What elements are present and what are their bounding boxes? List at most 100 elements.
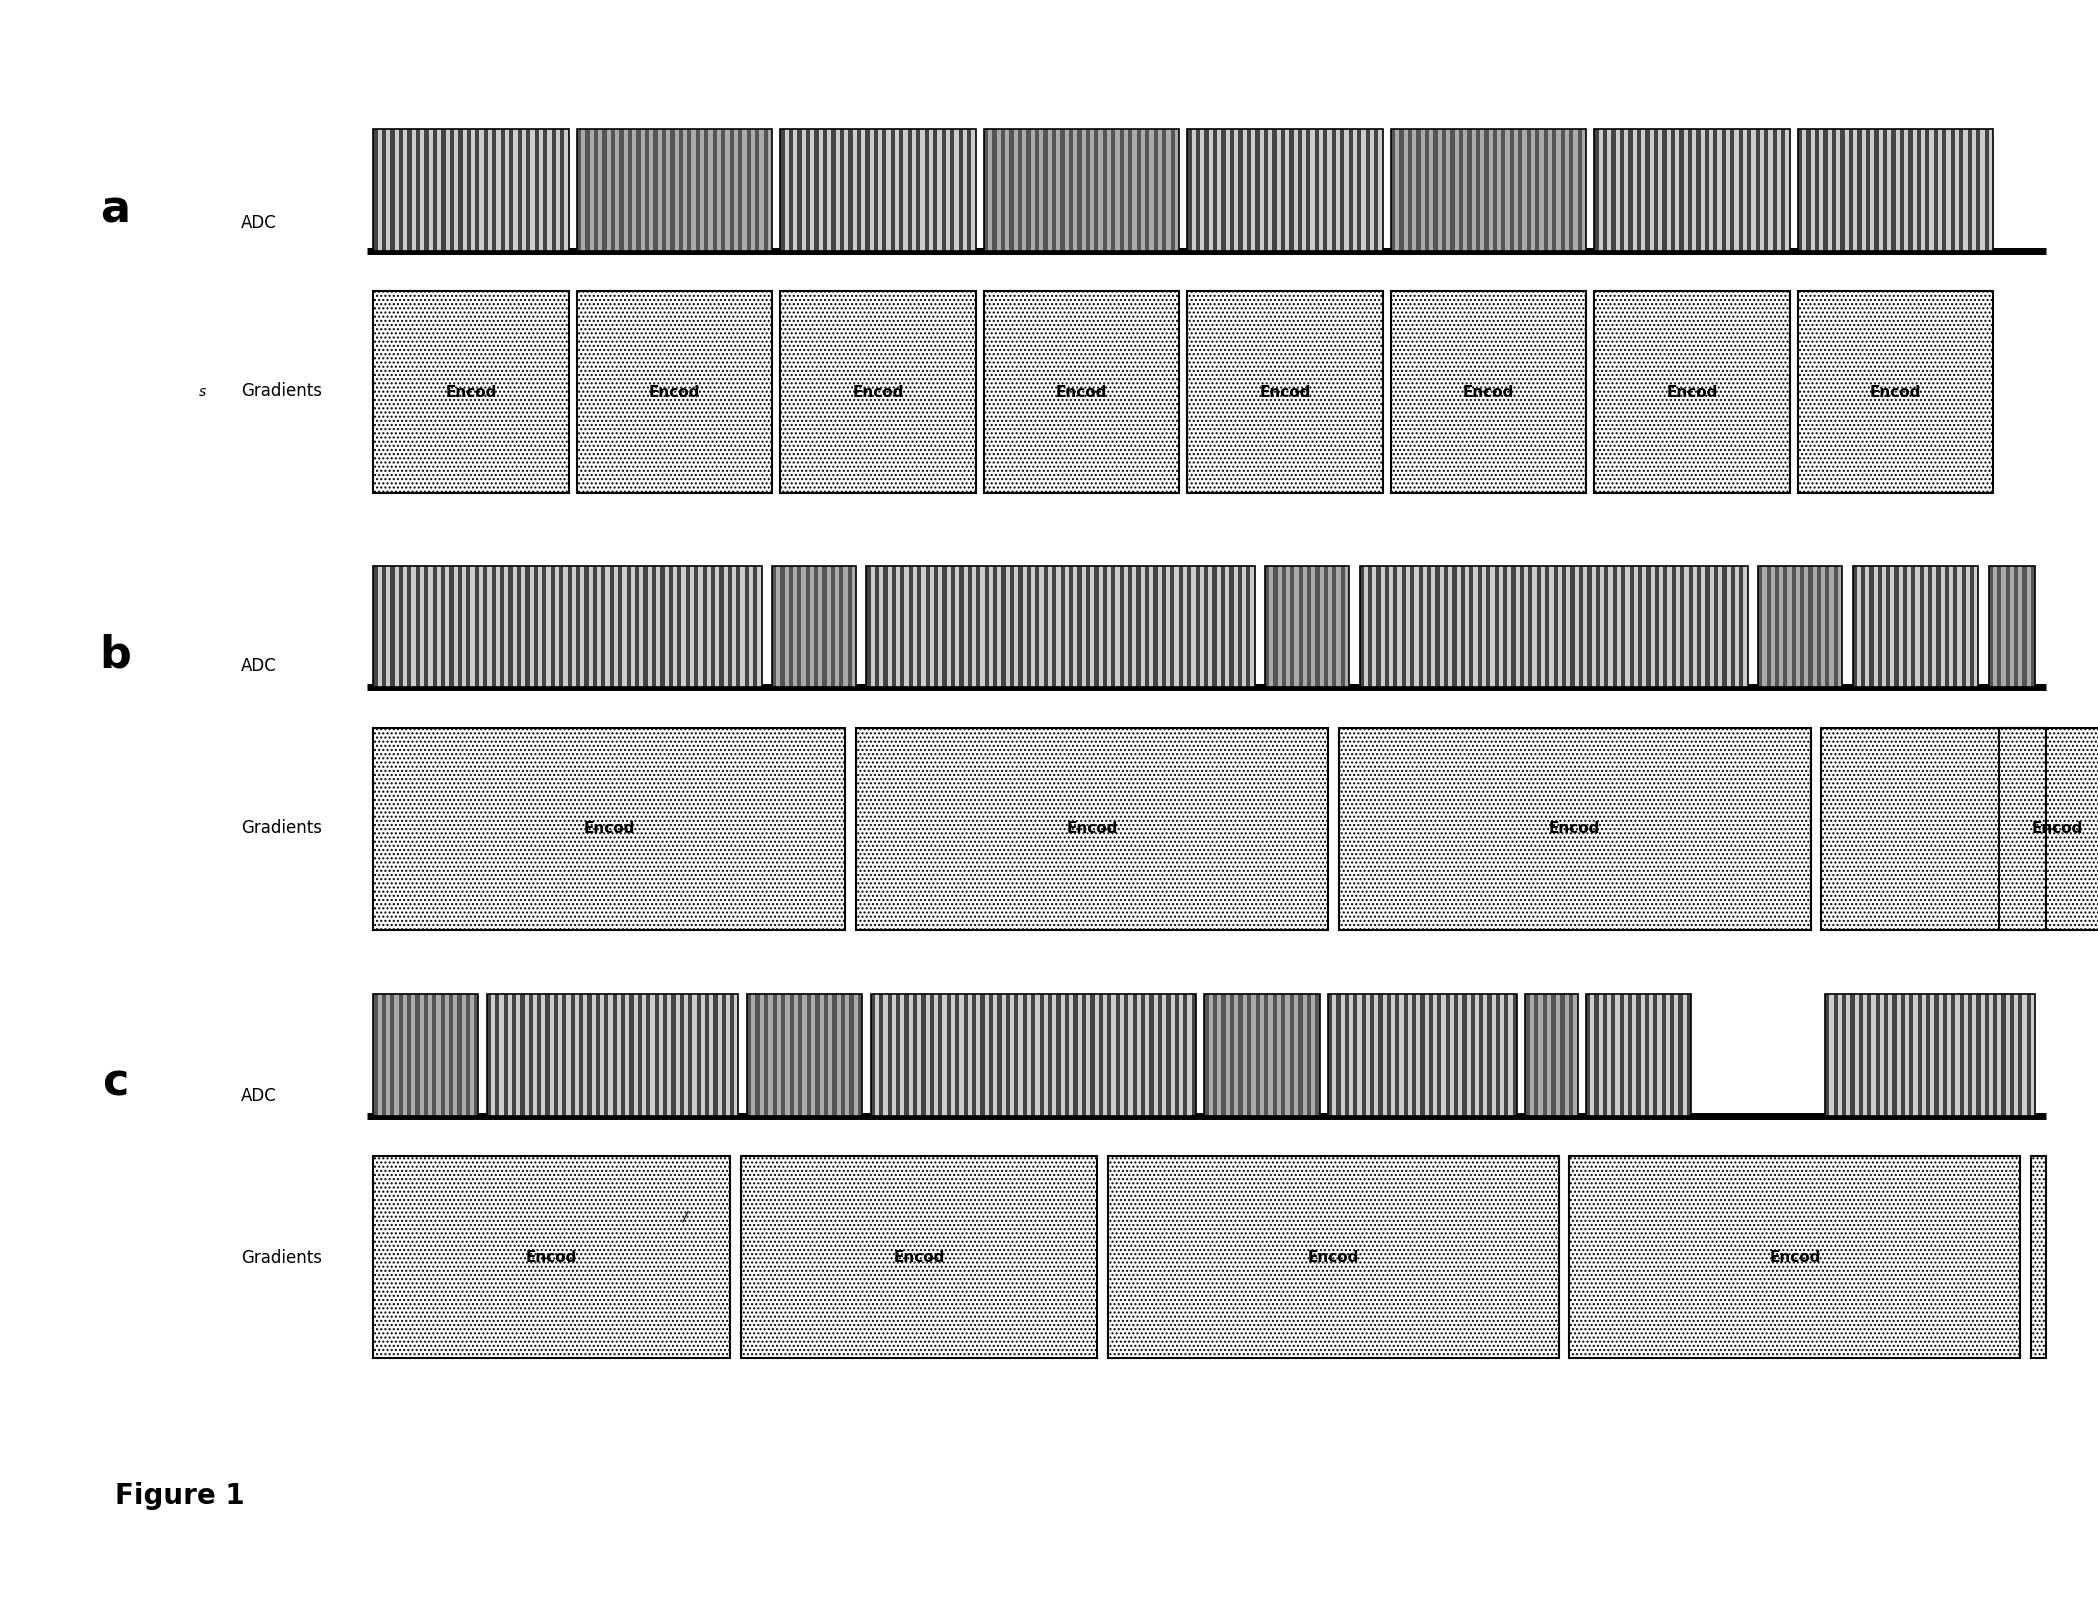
- Bar: [1095, 994, 1099, 1116]
- Bar: [1391, 291, 1586, 493]
- Bar: [728, 566, 732, 687]
- Bar: [1290, 994, 1294, 1116]
- Bar: [1271, 129, 1276, 251]
- Bar: [1985, 129, 1989, 251]
- Bar: [415, 566, 420, 687]
- Bar: [1133, 129, 1137, 251]
- Bar: [1670, 129, 1674, 251]
- Bar: [1561, 129, 1565, 251]
- Bar: [1265, 994, 1269, 1116]
- Bar: [1171, 566, 1175, 687]
- Bar: [445, 994, 449, 1116]
- Bar: [1269, 994, 1273, 1116]
- Bar: [411, 566, 415, 687]
- Bar: [487, 994, 738, 1116]
- Bar: [835, 129, 839, 251]
- Bar: [501, 129, 506, 251]
- Bar: [743, 129, 747, 251]
- Bar: [1989, 566, 2035, 687]
- Bar: [1282, 566, 1286, 687]
- Bar: [904, 129, 908, 251]
- Bar: [1515, 566, 1519, 687]
- Bar: [1104, 994, 1108, 1116]
- Bar: [946, 566, 950, 687]
- Bar: [1886, 129, 1890, 251]
- Bar: [373, 994, 478, 1116]
- Bar: [1242, 566, 1246, 687]
- Bar: [808, 994, 812, 1116]
- Bar: [1649, 994, 1653, 1116]
- Bar: [1141, 129, 1146, 251]
- Bar: [801, 994, 808, 1116]
- Bar: [1802, 129, 1806, 251]
- Bar: [399, 566, 403, 687]
- Bar: [411, 129, 415, 251]
- Bar: [420, 129, 424, 251]
- Bar: [1989, 566, 2035, 687]
- Bar: [1819, 129, 1823, 251]
- Bar: [1974, 566, 1978, 687]
- Bar: [669, 566, 673, 687]
- Bar: [436, 129, 441, 251]
- Bar: [1853, 566, 1857, 687]
- Bar: [1641, 129, 1645, 251]
- Bar: [495, 566, 499, 687]
- Bar: [1525, 994, 1578, 1116]
- Bar: [686, 566, 690, 687]
- Bar: [1091, 566, 1095, 687]
- Bar: [504, 994, 508, 1116]
- Bar: [1620, 994, 1624, 1116]
- Bar: [1823, 129, 1827, 251]
- Bar: [1265, 566, 1349, 687]
- Bar: [1166, 129, 1171, 251]
- Bar: [1834, 566, 1838, 687]
- Bar: [386, 129, 390, 251]
- Bar: [1213, 129, 1217, 251]
- Bar: [631, 566, 636, 687]
- Bar: [1208, 994, 1213, 1116]
- Bar: [1395, 129, 1399, 251]
- Bar: [424, 566, 428, 687]
- Bar: [1391, 129, 1586, 251]
- Bar: [892, 566, 896, 687]
- Bar: [1523, 129, 1527, 251]
- Bar: [1605, 566, 1609, 687]
- Bar: [1357, 994, 1362, 1116]
- Bar: [1259, 129, 1263, 251]
- Text: Encod: Encod: [852, 385, 904, 399]
- Bar: [984, 129, 988, 251]
- Bar: [1204, 566, 1208, 687]
- Bar: [1594, 291, 1790, 493]
- Bar: [875, 994, 879, 1116]
- Bar: [896, 566, 900, 687]
- Bar: [1345, 566, 1349, 687]
- Bar: [1146, 566, 1150, 687]
- Bar: [887, 994, 892, 1116]
- Bar: [921, 566, 925, 687]
- Bar: [415, 129, 420, 251]
- Bar: [512, 566, 516, 687]
- Bar: [1924, 566, 1928, 687]
- Bar: [1324, 566, 1328, 687]
- Bar: [585, 566, 590, 687]
- Bar: [1972, 994, 1976, 1116]
- Bar: [734, 994, 738, 1116]
- Bar: [655, 994, 659, 1116]
- Bar: [504, 566, 508, 687]
- Bar: [1389, 566, 1393, 687]
- Bar: [487, 994, 738, 1116]
- Bar: [1899, 566, 1903, 687]
- Bar: [424, 129, 428, 251]
- Text: Encod: Encod: [1462, 385, 1515, 399]
- Bar: [462, 129, 466, 251]
- Bar: [1125, 566, 1129, 687]
- Bar: [1683, 994, 1687, 1116]
- Bar: [1328, 129, 1332, 251]
- Bar: [841, 994, 845, 1116]
- Bar: [938, 566, 942, 687]
- Bar: [1242, 129, 1246, 251]
- Bar: [1624, 994, 1628, 1116]
- Bar: [1536, 566, 1540, 687]
- Bar: [950, 994, 955, 1116]
- Bar: [1307, 129, 1311, 251]
